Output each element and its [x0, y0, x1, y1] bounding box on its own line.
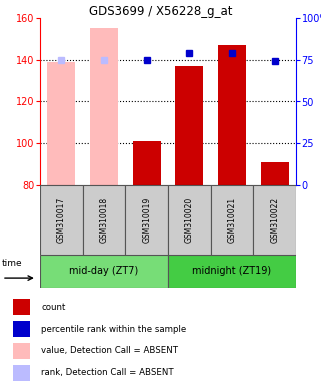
Bar — [176, 66, 203, 185]
Text: GSM310017: GSM310017 — [57, 197, 66, 243]
Bar — [253, 185, 296, 255]
Bar — [40, 255, 168, 288]
Bar — [90, 28, 118, 185]
Bar — [125, 185, 168, 255]
Text: midnight (ZT19): midnight (ZT19) — [192, 266, 272, 276]
Text: value, Detection Call = ABSENT: value, Detection Call = ABSENT — [41, 346, 178, 356]
Text: GSM310019: GSM310019 — [142, 197, 151, 243]
Bar — [168, 185, 211, 255]
Bar — [211, 185, 253, 255]
Bar — [13, 321, 30, 337]
Text: count: count — [41, 303, 66, 311]
Text: GSM310020: GSM310020 — [185, 197, 194, 243]
Bar — [40, 185, 83, 255]
Bar — [13, 343, 30, 359]
Bar — [48, 62, 75, 185]
Bar — [13, 365, 30, 381]
Bar — [83, 185, 125, 255]
Bar — [13, 299, 30, 315]
Text: GDS3699 / X56228_g_at: GDS3699 / X56228_g_at — [89, 5, 232, 18]
Bar — [261, 162, 289, 185]
Bar — [168, 255, 296, 288]
Text: GSM310018: GSM310018 — [100, 197, 108, 243]
Text: percentile rank within the sample: percentile rank within the sample — [41, 324, 187, 333]
Text: rank, Detection Call = ABSENT: rank, Detection Call = ABSENT — [41, 369, 174, 377]
Text: GSM310021: GSM310021 — [228, 197, 237, 243]
Bar — [133, 141, 160, 185]
Bar — [218, 45, 246, 185]
Text: GSM310022: GSM310022 — [270, 197, 279, 243]
Text: mid-day (ZT7): mid-day (ZT7) — [69, 266, 139, 276]
Text: time: time — [2, 259, 22, 268]
